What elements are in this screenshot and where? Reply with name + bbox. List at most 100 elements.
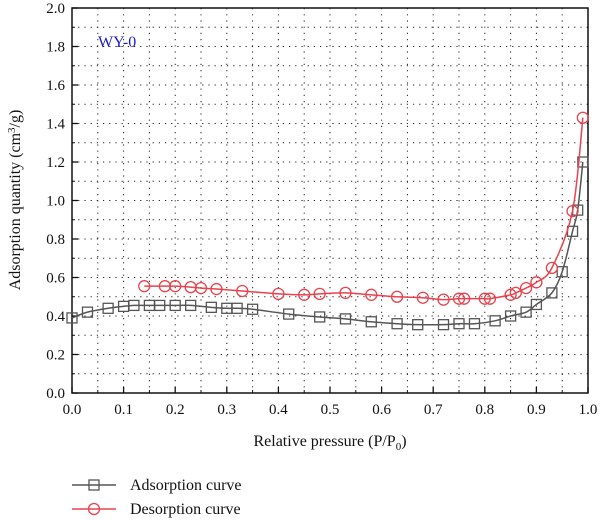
data-point-square xyxy=(412,319,424,331)
data-point-square xyxy=(117,300,130,313)
y-tick-label: 0.6 xyxy=(46,271,65,287)
y-tick-label: 1.6 xyxy=(46,78,65,94)
data-point-square xyxy=(102,302,114,314)
data-point-circle xyxy=(416,291,430,304)
x-tick-label: 0.9 xyxy=(527,402,546,418)
x-tick-label: 0.7 xyxy=(424,402,443,418)
y-axis-title-superscript: 3 xyxy=(6,127,18,133)
legend-label-desorption: Desorption curve xyxy=(130,501,241,518)
series-line xyxy=(144,117,584,301)
data-point-circle xyxy=(194,281,208,295)
data-point-square xyxy=(489,315,501,327)
data-point-circle xyxy=(566,204,579,218)
series-layer xyxy=(66,111,589,331)
legend: Adsorption curve Desorption curve xyxy=(72,477,242,518)
data-point-circle xyxy=(452,292,466,305)
data-point-circle xyxy=(530,276,543,289)
data-point-square xyxy=(231,302,243,314)
series-desorption xyxy=(138,111,589,306)
data-point-square xyxy=(154,299,166,312)
data-point-square xyxy=(391,318,403,330)
x-tick-label: 0.6 xyxy=(372,402,391,418)
series-adsorption xyxy=(66,156,589,331)
data-point-square xyxy=(185,299,197,312)
data-point-square xyxy=(128,299,140,312)
data-point-circle xyxy=(272,287,285,301)
y-tick-label: 0.2 xyxy=(46,348,65,364)
data-point-square xyxy=(205,301,217,313)
x-axis-title-main: Relative pressure (P/P xyxy=(253,433,395,450)
data-point-circle xyxy=(210,282,223,296)
data-point-square xyxy=(530,298,543,311)
data-point-circle xyxy=(576,111,589,124)
data-point-circle xyxy=(390,290,404,303)
data-point-circle xyxy=(298,288,311,301)
y-tick-label: 1.2 xyxy=(46,155,65,171)
data-point-circle xyxy=(483,292,497,305)
x-axis-title-end: ) xyxy=(401,433,406,450)
data-point-square xyxy=(339,313,352,325)
data-point-circle xyxy=(509,286,522,300)
legend-item-desorption: Desorption curve xyxy=(72,501,241,518)
x-axis-title-subscript: 0 xyxy=(396,441,402,453)
y-tick-label: 1.4 xyxy=(46,117,65,133)
y-tick-label: 0.0 xyxy=(46,386,65,402)
data-point-square xyxy=(365,316,377,328)
data-point-square xyxy=(520,306,532,318)
y-tick-label: 0.8 xyxy=(46,232,65,248)
y-axis-title-main: Adsorption quantity (cm xyxy=(7,132,24,290)
legend-marker-square-adsorption xyxy=(88,479,100,491)
data-point-circle xyxy=(158,280,172,293)
x-tick-label: 1.0 xyxy=(579,402,598,418)
data-point-circle xyxy=(169,280,182,293)
data-point-square xyxy=(66,312,78,324)
data-point-circle xyxy=(437,293,450,306)
data-point-circle xyxy=(365,288,378,301)
x-tick-label: 0.2 xyxy=(166,402,185,418)
data-point-square xyxy=(468,318,481,330)
data-point-square xyxy=(169,299,181,312)
x-tick-label: 0.3 xyxy=(217,402,236,418)
y-axis-title-end: /g) xyxy=(7,110,24,128)
data-point-circle xyxy=(478,292,491,305)
data-point-square xyxy=(504,310,517,322)
legend-item-adsorption: Adsorption curve xyxy=(72,477,242,494)
data-point-square xyxy=(143,299,156,312)
x-axis-title: Relative pressure (P/P0) xyxy=(253,433,406,453)
data-point-square xyxy=(546,287,558,299)
data-point-circle xyxy=(519,281,533,295)
sample-annotation: WY-0 xyxy=(98,34,136,51)
data-point-square xyxy=(556,266,568,278)
grid xyxy=(72,8,588,393)
y-tick-label: 1.0 xyxy=(46,194,65,210)
data-point-circle xyxy=(504,288,517,301)
data-point-circle xyxy=(138,280,151,293)
x-tick-label: 0.4 xyxy=(269,402,288,418)
data-point-circle xyxy=(545,261,559,275)
axis-ticks xyxy=(71,7,589,394)
y-tick-label: 1.8 xyxy=(46,40,65,56)
data-point-circle xyxy=(313,287,326,301)
data-point-square xyxy=(314,311,326,323)
x-tick-label: 0.8 xyxy=(475,402,494,418)
legend-marker-circle-desorption xyxy=(87,502,101,516)
tick-labels: 0.0 0.1 0.2 0.3 0.4 0.5 0.6 0.7 0.8 0.9 1.0 0.0 0.2 0… xyxy=(46,1,597,418)
data-point-circle xyxy=(458,292,471,305)
x-tick-label: 0.1 xyxy=(114,402,133,418)
legend-label-adsorption: Adsorption curve xyxy=(130,477,242,494)
data-point-square xyxy=(81,306,94,318)
data-point-circle xyxy=(184,280,197,294)
data-point-circle xyxy=(339,286,352,300)
series-line xyxy=(71,161,584,326)
y-tick-label: 2.0 xyxy=(46,1,65,17)
y-tick-label: 0.4 xyxy=(46,309,65,325)
x-tick-label: 0.0 xyxy=(63,402,82,418)
data-point-square xyxy=(221,302,233,314)
data-point-square xyxy=(453,318,465,330)
data-point-square xyxy=(577,156,589,168)
data-point-circle xyxy=(236,284,249,298)
x-tick-label: 0.5 xyxy=(321,402,340,418)
data-point-square xyxy=(437,319,450,331)
